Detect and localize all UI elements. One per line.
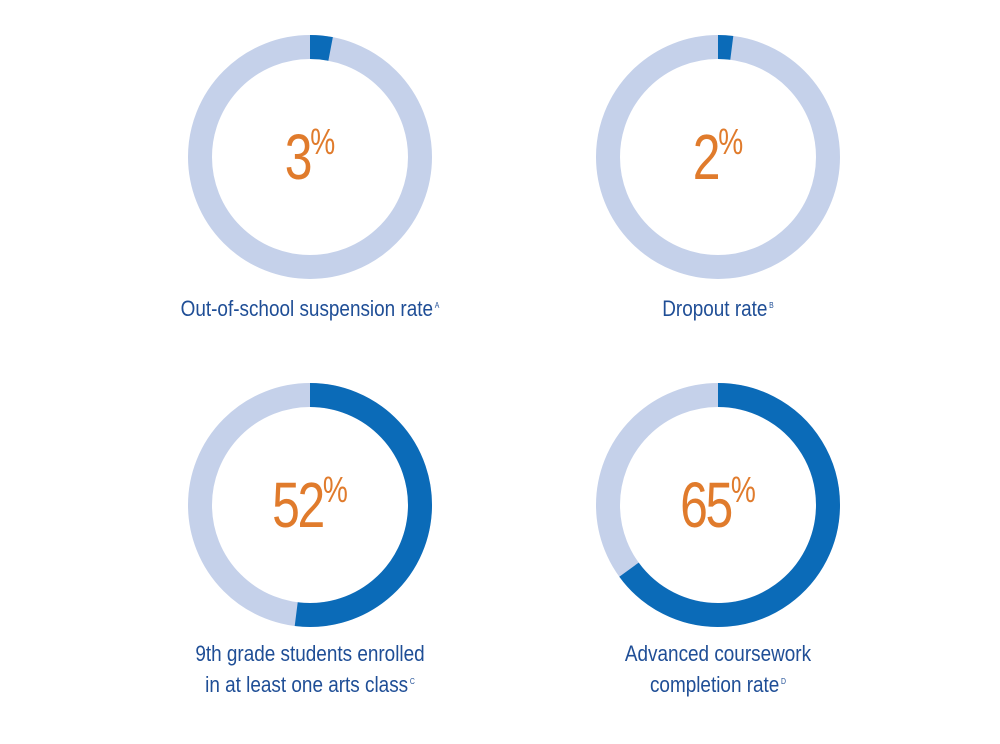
label-line: Dropout rate xyxy=(662,296,768,321)
label-line: Out-of-school suspension rate xyxy=(180,296,434,321)
donut-chart xyxy=(593,380,843,630)
donut-card-dropout: 2% Dropout rate B xyxy=(538,30,898,360)
donut-card-advanced-coursework: 65% Advanced coursework completion rate D xyxy=(538,378,898,708)
donut-label: 9th grade students enrolled in at least … xyxy=(155,640,465,699)
value-number: 3 xyxy=(284,121,313,193)
donut-svg xyxy=(596,35,840,279)
value-unit: % xyxy=(322,469,348,510)
value-unit: % xyxy=(718,121,744,162)
label-line: completion rate xyxy=(649,672,780,697)
footnote-marker: C xyxy=(409,677,415,686)
footnote-marker: A xyxy=(434,301,440,310)
value-number: 2 xyxy=(692,121,721,193)
donut-label: Advanced coursework completion rate D xyxy=(563,640,873,699)
value-number: 65 xyxy=(680,469,733,541)
donut-label: Dropout rate B xyxy=(563,292,873,323)
donut-chart xyxy=(185,32,435,282)
donut-svg xyxy=(596,383,840,627)
donut-label: Out-of-school suspension rate A xyxy=(155,292,465,323)
donut-chart xyxy=(593,32,843,282)
donut-value-arc xyxy=(294,383,432,627)
donut-center-value: 52% xyxy=(213,380,408,630)
value-number: 52 xyxy=(272,469,325,541)
value-unit: % xyxy=(310,121,336,162)
label-line: Advanced coursework xyxy=(624,641,812,666)
donut-value-arc xyxy=(309,35,333,61)
donut-chart xyxy=(185,380,435,630)
footnote-marker: D xyxy=(781,677,787,686)
label-line: 9th grade students enrolled xyxy=(195,641,425,666)
donut-center-value: 3% xyxy=(213,32,408,282)
donut-card-arts: 52% 9th grade students enrolled in at le… xyxy=(130,378,490,708)
donut-center-value: 2% xyxy=(621,32,816,282)
donut-center-value: 65% xyxy=(621,380,816,630)
donut-value-arc xyxy=(717,35,734,60)
donut-svg xyxy=(188,35,432,279)
donut-value-arc xyxy=(619,383,840,627)
value-unit: % xyxy=(730,469,756,510)
donut-svg xyxy=(188,383,432,627)
label-line: in at least one arts class xyxy=(205,672,409,697)
footnote-marker: B xyxy=(769,301,774,310)
donut-card-suspension: 3% Out-of-school suspension rate A xyxy=(130,30,490,360)
